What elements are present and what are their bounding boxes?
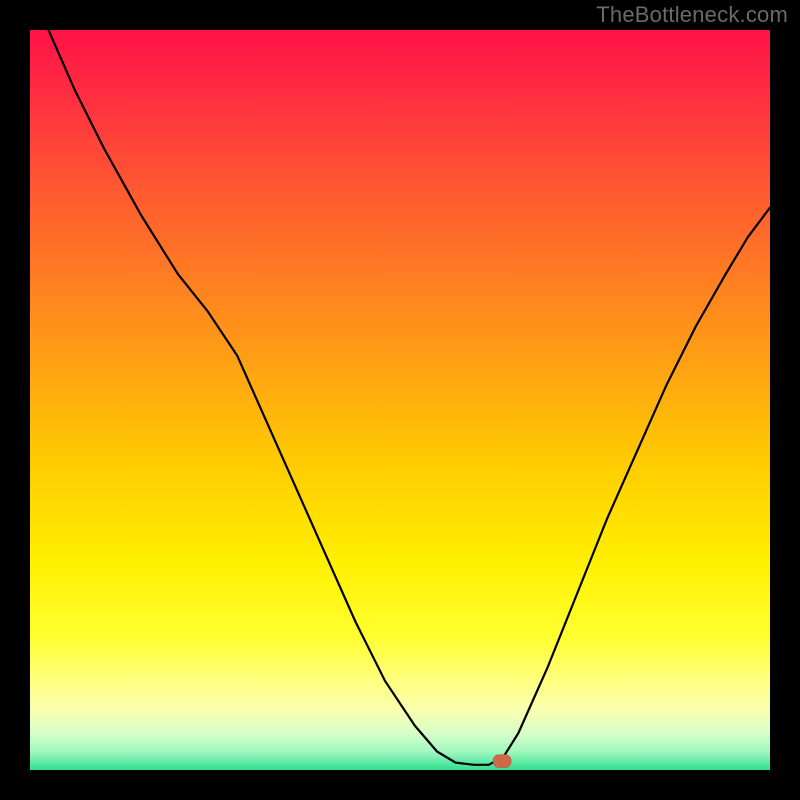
bottleneck-chart [30,30,770,770]
current-position-marker [493,755,511,768]
chart-container: TheBottleneck.com [0,0,800,800]
attribution-label: TheBottleneck.com [596,2,788,28]
